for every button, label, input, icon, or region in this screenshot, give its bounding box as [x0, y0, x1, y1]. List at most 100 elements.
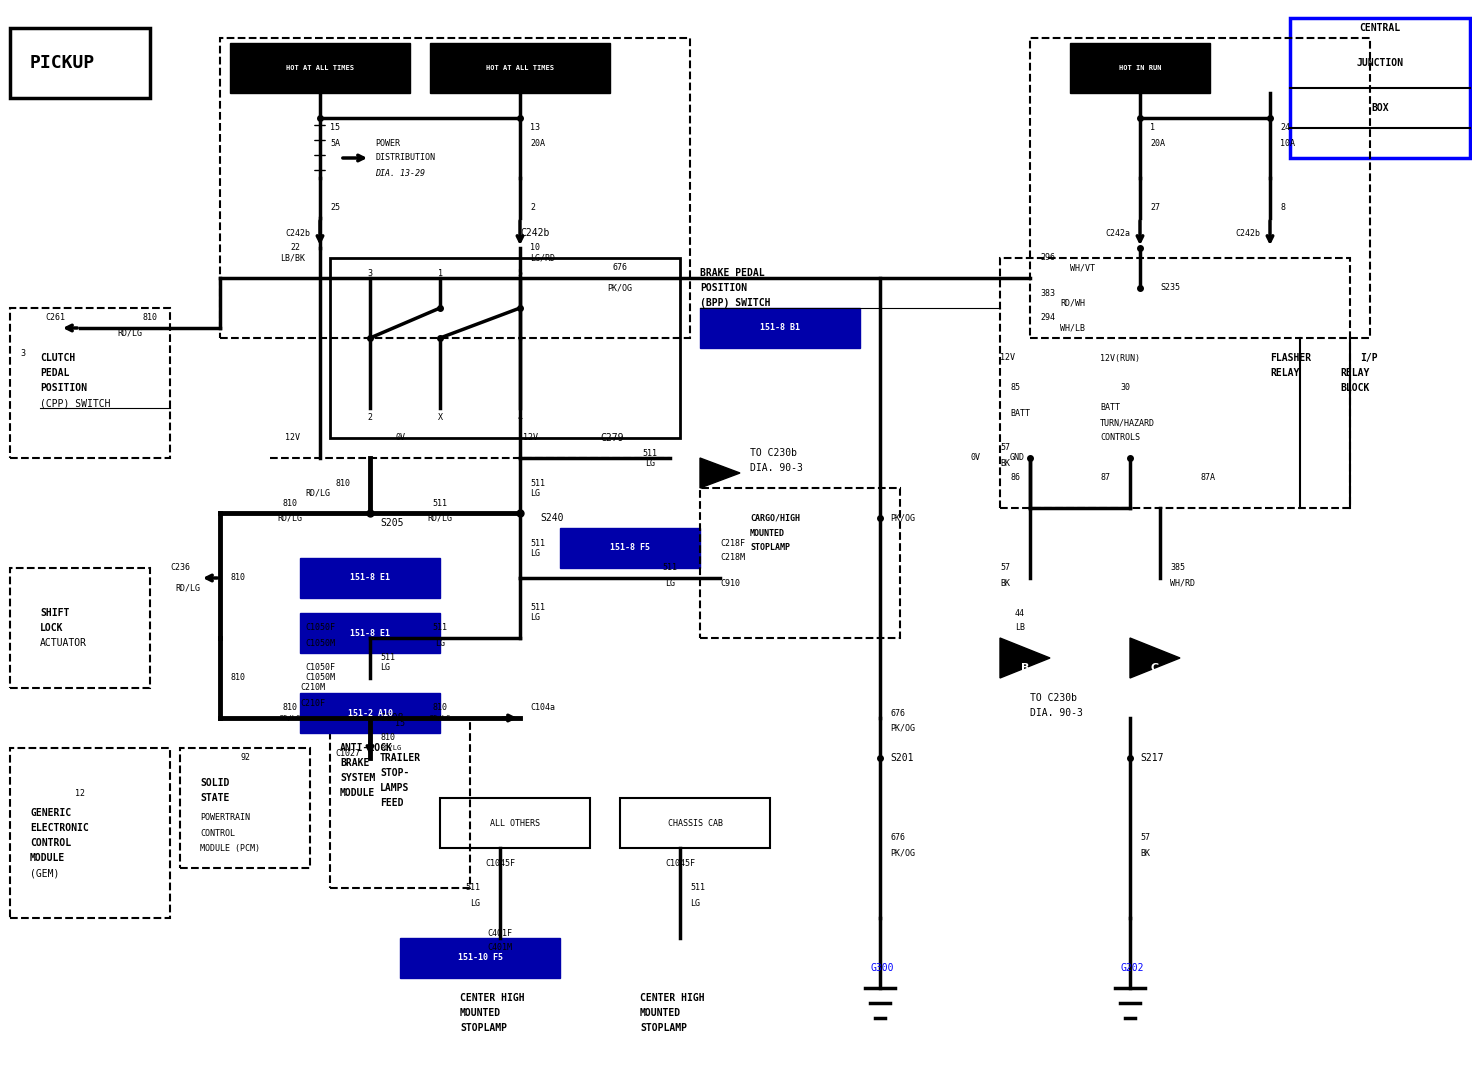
Text: B: B — [1020, 663, 1029, 673]
Text: 294: 294 — [1041, 313, 1055, 322]
Text: SOLID: SOLID — [200, 778, 230, 788]
Text: STATE: STATE — [200, 793, 230, 803]
Text: 810: 810 — [283, 498, 297, 507]
Text: RD/LG: RD/LG — [175, 583, 200, 593]
Bar — [701, 489, 899, 638]
Text: RD/LG: RD/LG — [380, 745, 402, 751]
Text: (BPP) SWITCH: (BPP) SWITCH — [701, 298, 770, 308]
Text: BK: BK — [999, 458, 1010, 468]
Text: 22: 22 — [290, 244, 300, 252]
Text: TURN/HAZARD: TURN/HAZARD — [1100, 419, 1156, 428]
Bar — [10, 749, 169, 918]
Text: C236: C236 — [169, 564, 190, 572]
Text: BK: BK — [1139, 849, 1150, 857]
Text: 10A: 10A — [1281, 138, 1295, 148]
Text: GND: GND — [1010, 454, 1025, 462]
Text: MOUNTED: MOUNTED — [640, 1007, 682, 1018]
Text: CONTROL: CONTROL — [200, 828, 236, 838]
Bar — [440, 798, 590, 848]
Bar — [230, 44, 411, 92]
Text: 151-2 A10: 151-2 A10 — [347, 708, 393, 717]
Text: C104a: C104a — [530, 704, 555, 713]
Text: C401F: C401F — [487, 928, 512, 938]
Text: CENTRAL: CENTRAL — [1360, 23, 1400, 33]
Text: BOX: BOX — [1372, 103, 1388, 113]
Text: MOUNTED: MOUNTED — [461, 1007, 500, 1018]
Text: MOUNTED: MOUNTED — [751, 529, 785, 537]
Text: LB: LB — [1016, 623, 1025, 632]
Text: 12V: 12V — [286, 433, 300, 443]
Text: SHIFT: SHIFT — [40, 608, 69, 618]
Bar — [1070, 44, 1210, 92]
Text: C1045F: C1045F — [484, 858, 515, 867]
Bar — [330, 258, 680, 438]
Text: 3: 3 — [21, 348, 25, 358]
Text: 12V: 12V — [523, 433, 537, 443]
Text: PEDAL: PEDAL — [40, 368, 69, 378]
Text: LG: LG — [690, 899, 701, 907]
Text: 511: 511 — [465, 883, 480, 892]
Text: RD/LG: RD/LG — [305, 489, 330, 497]
Text: 511: 511 — [380, 654, 394, 663]
Text: 87A: 87A — [1200, 473, 1214, 482]
Text: 1: 1 — [437, 269, 443, 277]
Text: C242b: C242b — [520, 228, 549, 238]
Text: 511: 511 — [642, 448, 658, 457]
Text: 810: 810 — [283, 704, 297, 713]
Polygon shape — [701, 458, 740, 489]
Text: 57: 57 — [1139, 833, 1150, 842]
Text: G202: G202 — [1120, 963, 1144, 973]
Text: 511: 511 — [433, 623, 447, 632]
Text: 85: 85 — [1010, 383, 1020, 393]
Text: 151-8 F5: 151-8 F5 — [609, 544, 651, 553]
Bar — [701, 308, 860, 348]
Text: DISTRIBUTION: DISTRIBUTION — [375, 153, 436, 162]
Text: S201: S201 — [891, 753, 914, 763]
Text: CENTER HIGH: CENTER HIGH — [461, 993, 524, 1003]
Text: 810: 810 — [230, 673, 244, 682]
Text: BLOCK: BLOCK — [1340, 383, 1369, 393]
Text: C261: C261 — [46, 313, 65, 322]
Text: LG: LG — [530, 614, 540, 622]
Text: C218M: C218M — [720, 554, 745, 562]
Bar — [10, 28, 150, 98]
Text: 25: 25 — [330, 203, 340, 212]
Bar — [219, 38, 690, 338]
Text: C242a: C242a — [1105, 228, 1130, 237]
Text: DIA. 90-3: DIA. 90-3 — [751, 463, 802, 473]
Text: STOPLAMP: STOPLAMP — [640, 1023, 687, 1033]
Text: 24: 24 — [1281, 124, 1289, 133]
Text: BRAKE PEDAL: BRAKE PEDAL — [701, 268, 764, 279]
Text: CENTER HIGH: CENTER HIGH — [640, 993, 705, 1003]
Text: 151-8 B1: 151-8 B1 — [760, 323, 799, 333]
Text: (GEM): (GEM) — [29, 868, 59, 878]
Text: 57: 57 — [999, 444, 1010, 453]
Text: 4: 4 — [518, 413, 523, 422]
Text: PK/OG: PK/OG — [891, 514, 916, 522]
Text: FLASHER: FLASHER — [1270, 353, 1312, 363]
Text: FEED: FEED — [380, 798, 403, 808]
Text: JUNCTION: JUNCTION — [1357, 58, 1403, 67]
Bar — [330, 718, 470, 888]
Text: RD/LG: RD/LG — [280, 715, 300, 721]
Text: 151-8 E1: 151-8 E1 — [350, 573, 390, 582]
Bar — [10, 308, 169, 458]
Text: BATT: BATT — [1100, 404, 1120, 412]
Text: 20A: 20A — [1150, 138, 1164, 148]
Text: 511: 511 — [690, 883, 705, 892]
Text: TO C230b: TO C230b — [751, 448, 796, 458]
Text: G300: G300 — [870, 963, 894, 973]
Polygon shape — [999, 638, 1050, 678]
Text: C242b: C242b — [1235, 228, 1260, 237]
Text: ACTUATOR: ACTUATOR — [40, 638, 87, 648]
Text: 511: 511 — [530, 479, 545, 487]
Text: S205: S205 — [380, 518, 403, 528]
Text: LAMPS: LAMPS — [380, 783, 409, 793]
Text: 27: 27 — [1150, 203, 1160, 212]
Text: C242b: C242b — [286, 228, 311, 237]
Text: 810: 810 — [336, 479, 350, 487]
Text: CONTROLS: CONTROLS — [1100, 433, 1139, 443]
Text: 2: 2 — [530, 203, 534, 212]
Text: 12V: 12V — [999, 354, 1016, 362]
Text: 810: 810 — [143, 313, 158, 322]
